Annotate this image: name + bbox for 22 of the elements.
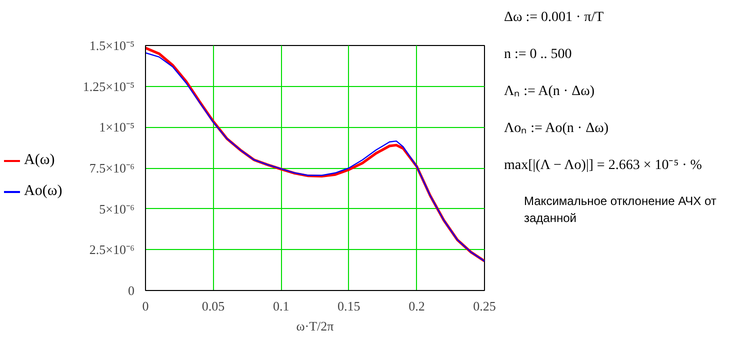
y-tick-label: 1.25×10⁻⁵ bbox=[82, 78, 135, 94]
y-tick-label: 2.5×10⁻⁶ bbox=[89, 242, 135, 258]
x-tick-label: 0.2 bbox=[408, 298, 425, 314]
text: Максимальное отклонение АЧХ от заданной bbox=[524, 193, 718, 228]
text: n := 0 .. 500 bbox=[504, 46, 573, 64]
x-axis-title: ω·T/2π bbox=[296, 318, 334, 334]
text: Λₙ := A(n · Δω) bbox=[504, 83, 596, 101]
y-tick-label: 7.5×10⁻⁶ bbox=[89, 160, 135, 176]
y-tick-label: 5×10⁻⁶ bbox=[99, 201, 135, 216]
y-tick-label: 1.5×10⁻⁵ bbox=[89, 38, 135, 53]
text: max[|(Λ − Λo)|] = 2.663 × 10⁻⁵ · % bbox=[504, 157, 703, 175]
text: Λoₙ := Ao(n · Δω) bbox=[504, 120, 610, 138]
x-tick-label: 0.25 bbox=[473, 298, 496, 314]
legend-label: Ao(ω) bbox=[24, 183, 62, 200]
x-tick-label: 0 bbox=[142, 298, 149, 314]
text: Δω := 0.001 · π/T bbox=[504, 9, 605, 27]
x-tick-label: 0.05 bbox=[202, 298, 225, 314]
legend-label: A(ω) bbox=[24, 152, 55, 168]
x-tick-label: 0.15 bbox=[338, 298, 360, 314]
y-tick-label: 0 bbox=[128, 283, 134, 298]
y-tick-label: 1×10⁻⁵ bbox=[99, 120, 135, 135]
x-tick-label: 0.1 bbox=[272, 298, 290, 314]
